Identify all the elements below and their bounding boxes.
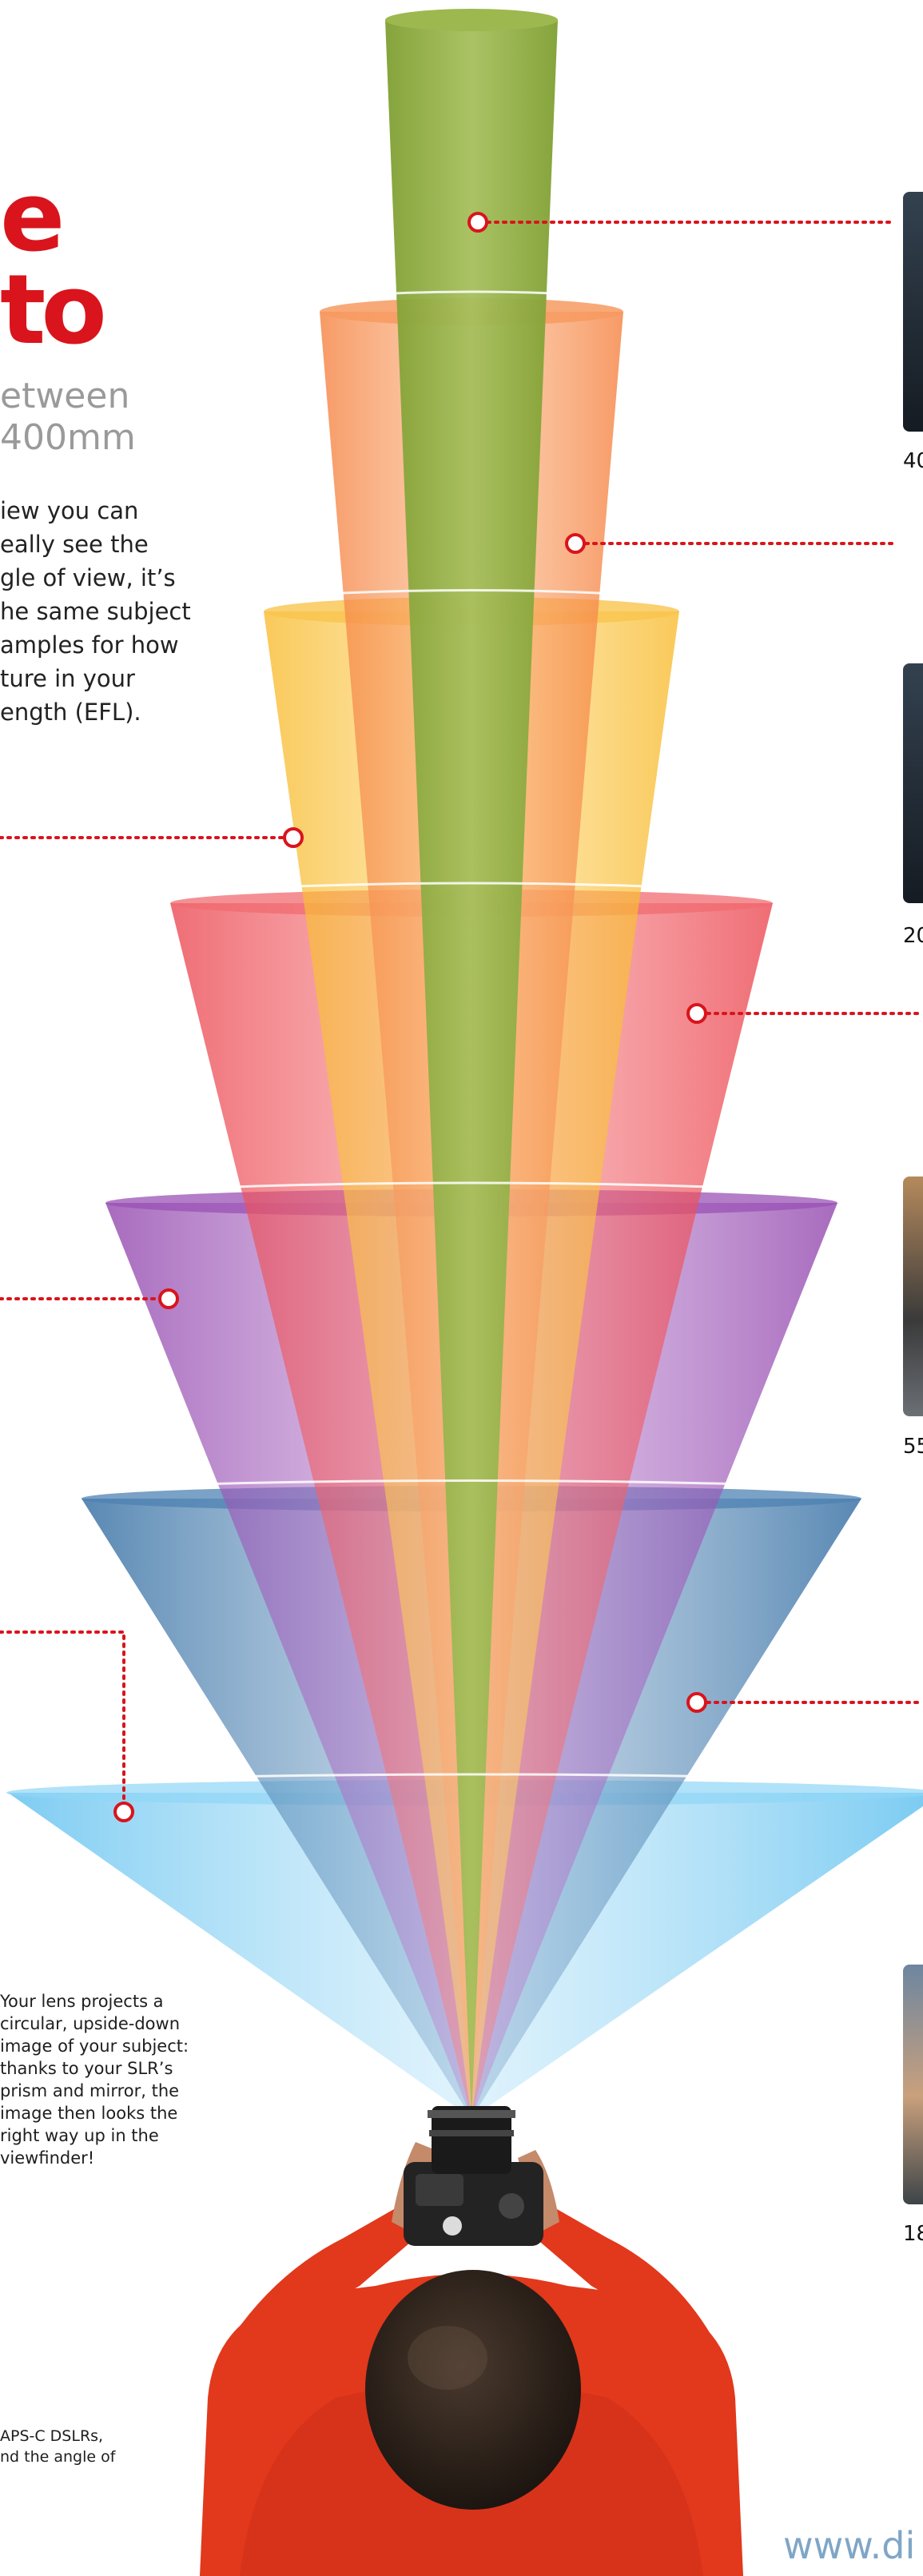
right-arm (535, 2206, 727, 2390)
marker-orange (565, 533, 586, 554)
marker-lightblue (113, 1802, 134, 1822)
web-address-fragment: www.di (783, 2524, 916, 2567)
intro-text-fragment: iew you can eally see the gle of view, i… (0, 497, 191, 726)
photo-thumb-18mm (903, 1965, 923, 2204)
photo-thumbnails (903, 192, 923, 2204)
photo-label-3: 55 (903, 1435, 923, 1459)
left-arm (214, 2206, 416, 2390)
marker-blue (686, 1692, 707, 1713)
callout-lines (0, 221, 923, 1802)
lens-barrel (432, 2106, 511, 2174)
photo-thumb-400mm (903, 192, 923, 432)
headline-title-fragment: e to (0, 162, 107, 366)
photographer (200, 2106, 743, 2576)
marker-green (467, 212, 488, 233)
cone-green (385, 9, 558, 2118)
footnote-fragment: APS-C DSLRs, nd the angle of (0, 2427, 116, 2466)
marker-yellow (283, 827, 304, 848)
marker-red (686, 1003, 707, 1024)
cone-rims (65, 290, 880, 1782)
photo-thumb-200mm (903, 663, 923, 903)
callout-markers (113, 212, 707, 1822)
marker-purple (158, 1288, 179, 1309)
photo-label-4: 18 (903, 2222, 923, 2246)
photo-thumb-55mm (903, 1177, 923, 1416)
photo-label-2: 20 (903, 924, 923, 948)
camera (404, 2106, 543, 2246)
lens-projection-caption: Your lens projects a circular, upside-do… (0, 1992, 189, 2168)
head (365, 2270, 581, 2510)
headline-subtitle-fragment: etween 400mm (0, 376, 136, 458)
photo-label-1: 40 (903, 449, 923, 473)
